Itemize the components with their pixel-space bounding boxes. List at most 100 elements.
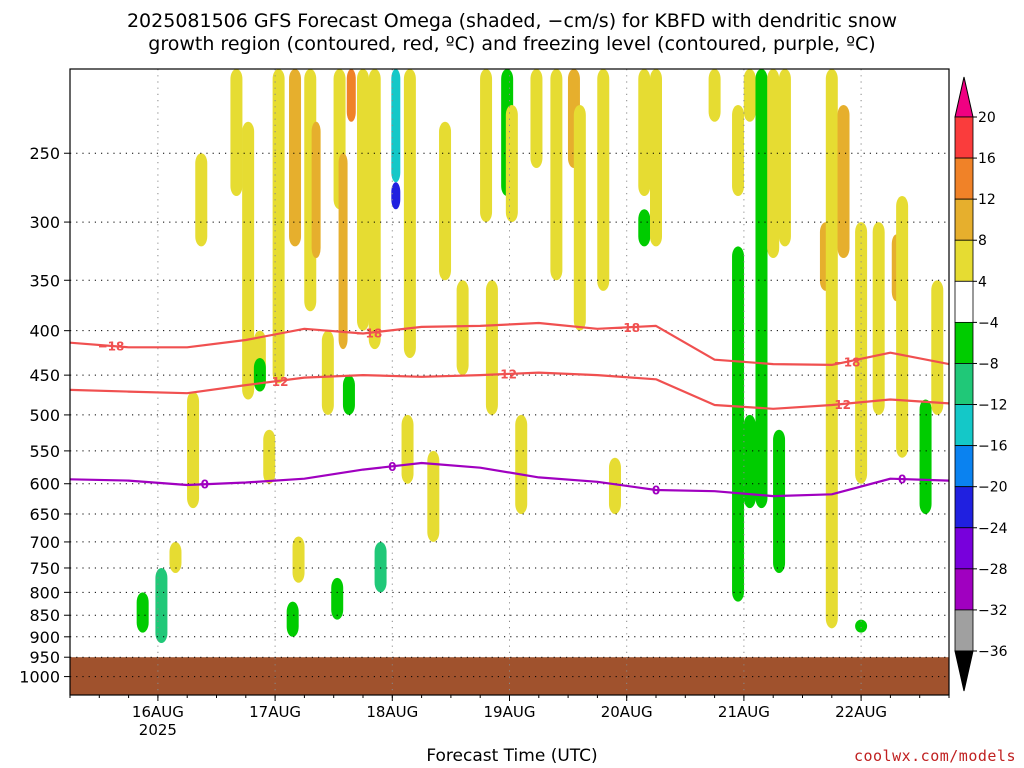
colorbar-segment <box>954 445 974 488</box>
y-axis: 250 300 350 400 450 500 550 600 650 700 750 800 850 9… <box>19 144 70 687</box>
omega-shading-cell <box>263 429 276 484</box>
omega-shading-cell <box>597 69 610 291</box>
colorbar-segment <box>954 527 974 570</box>
y-tick-label: 900 <box>29 628 60 647</box>
omega-shading-cell <box>767 69 780 259</box>
omega-shading-cell <box>391 182 401 210</box>
x-tick-label: 20AUG <box>601 703 653 721</box>
omega-shading-cell <box>931 280 944 415</box>
colorbar-label: −4 <box>978 315 999 331</box>
omega-shading-cell <box>286 601 299 637</box>
omega-shading-cell <box>136 592 149 633</box>
chart-title-line-1: 2025081506 GFS Forecast Omega (shaded, −… <box>126 10 898 32</box>
omega-shading-cell <box>896 196 909 458</box>
omega-shading-cell <box>505 104 518 223</box>
x-tick-label: 18AUG <box>366 703 418 721</box>
chart-title-line-2: growth region (contoured, red, ºC) and f… <box>148 33 876 55</box>
x-tick-label: 16AUG <box>132 703 184 721</box>
contour-label: −18 <box>355 326 382 340</box>
omega-shading-cell <box>550 69 563 281</box>
colorbar-segment <box>954 239 974 282</box>
omega-shading-cell <box>401 414 414 484</box>
colorbar-segment <box>954 321 974 364</box>
colorbar-label: 16 <box>978 151 996 167</box>
y-tick-label: 600 <box>29 475 60 494</box>
omega-shading-cell <box>374 541 387 593</box>
omega-shading <box>136 69 944 644</box>
contour-label: 0 <box>388 460 396 474</box>
colorbar-segment <box>954 157 974 200</box>
colorbar-segment <box>954 116 974 159</box>
colorbar-label: −32 <box>978 603 1008 619</box>
omega-shading-cell <box>357 69 369 331</box>
omega-shading-cell <box>755 69 768 509</box>
contour-0-line <box>70 461 949 498</box>
omega-shading-cell <box>855 619 868 633</box>
contour-label: 0 <box>898 473 906 487</box>
omega-shading-cell <box>311 121 321 259</box>
contour-minus12-line <box>70 371 949 410</box>
y-tick-label: 1000 <box>19 668 60 687</box>
contour-label: −18 <box>98 339 125 353</box>
grid-lines <box>70 69 949 695</box>
contour-label: 0 <box>201 478 209 492</box>
y-tick-label: 250 <box>29 144 60 163</box>
omega-shading-cell <box>331 577 344 620</box>
x-axis-title: Forecast Time (UTC) <box>426 746 598 766</box>
omega-shading-cell <box>195 153 208 247</box>
omega-shading-cell <box>480 69 493 223</box>
colorbar-segment <box>954 568 974 611</box>
omega-shading-cell <box>919 399 932 514</box>
colorbar-label: −16 <box>978 439 1008 455</box>
omega-shading-cell <box>732 246 745 602</box>
omega-shading-cell <box>289 69 302 247</box>
colorbar-segment <box>954 404 974 447</box>
y-tick-label: 950 <box>29 648 60 667</box>
omega-shading-cell <box>708 69 721 122</box>
colorbar-label: 4 <box>978 274 987 290</box>
contour-minus18-line <box>70 321 949 366</box>
omega-shading-cell <box>778 69 791 247</box>
omega-shading-cell <box>638 209 651 247</box>
contour-label: 0 <box>652 483 660 497</box>
omega-shading-cell <box>743 414 756 509</box>
contour-label: −12 <box>490 368 517 382</box>
omega-shading-cell <box>346 69 356 122</box>
omega-shading-cell <box>368 69 381 350</box>
omega-shading-cell <box>321 330 334 415</box>
y-tick-label: 450 <box>29 366 60 385</box>
y-tick-label: 750 <box>29 559 60 578</box>
omega-shading-cell <box>439 121 452 281</box>
omega-shading-cell <box>427 450 440 542</box>
omega-shading-cell <box>825 69 838 629</box>
colorbar-label: −12 <box>978 398 1008 414</box>
omega-shading-cell <box>872 222 885 415</box>
colorbar-label: −28 <box>978 562 1008 578</box>
colorbar-label: −8 <box>978 356 999 372</box>
omega-shading-cell <box>242 121 255 400</box>
colorbar: 20 16 12 8 4 −4 −8 −12 −16 −20 −24 −28 −32 −36 <box>954 76 1008 692</box>
colorbar-label: −36 <box>978 644 1008 660</box>
y-tick-label: 350 <box>29 271 60 290</box>
y-tick-label: 300 <box>29 213 60 232</box>
omega-shading-cell <box>230 69 243 197</box>
colorbar-label: −20 <box>978 480 1008 496</box>
contour-label: −18 <box>834 355 861 369</box>
omega-shading-cell <box>342 375 355 415</box>
y-tick-label: 850 <box>29 606 60 625</box>
y-tick-label: 650 <box>29 505 60 524</box>
colorbar-label: −24 <box>978 521 1008 537</box>
omega-shading-cell <box>338 153 348 350</box>
contour-label: −18 <box>613 321 640 335</box>
contour-label: −12 <box>824 398 851 412</box>
y-tick-label: 400 <box>29 322 60 341</box>
omega-shading-cell <box>391 69 401 183</box>
credit-text: coolwx.com/models <box>853 747 1016 765</box>
omega-shading-cell <box>773 429 786 573</box>
omega-shading-cell <box>650 69 662 247</box>
contour-lines: −18 −18 −18 −18 −12 −12 −12 0 0 0 0 <box>70 321 949 498</box>
y-tick-label: 500 <box>29 406 60 425</box>
omega-shading-cell <box>855 222 868 484</box>
omega-shading-cell <box>573 104 586 331</box>
